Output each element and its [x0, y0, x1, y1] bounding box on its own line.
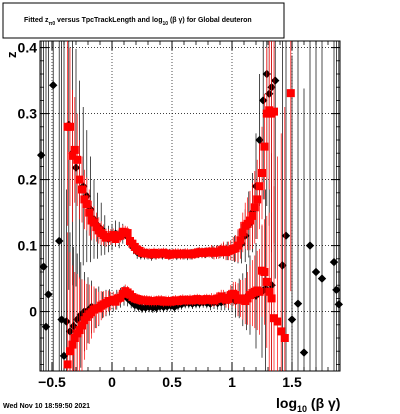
data-point: [255, 182, 264, 191]
y-axis-label: z: [4, 51, 19, 58]
title-sub-1: π0: [49, 21, 56, 27]
data-point: [334, 300, 343, 309]
data-point: [62, 317, 71, 326]
data-point: [66, 122, 74, 131]
data-point: [90, 218, 98, 227]
data-point: [248, 211, 257, 220]
data-point: [78, 321, 86, 330]
data-point: [70, 145, 79, 154]
data-point: [258, 169, 266, 177]
data-point: [55, 236, 64, 246]
data-series: [37, 41, 343, 371]
data-point: [262, 277, 271, 286]
data-point: [246, 216, 254, 225]
axes: −0.5 0 0.5 1 1.5 0 0.1 0.2 0.3 0.4: [18, 40, 341, 390]
data-point: [281, 231, 291, 240]
data-point: [293, 299, 303, 308]
title-box: [2, 2, 285, 39]
title-prefix: Fitted z: [24, 17, 49, 24]
xlabel-sub: 10: [297, 404, 307, 414]
data-point: [75, 326, 84, 335]
data-point: [238, 228, 247, 237]
data-point: [41, 322, 51, 331]
x-tick-label: −0.5: [38, 374, 66, 390]
x-tick-label: 1.5: [282, 374, 302, 390]
series-group-2: [63, 41, 295, 371]
y-tick-label: 0.3: [18, 106, 38, 122]
data-point: [278, 261, 287, 270]
x-axis-label: log10 (β γ): [276, 395, 340, 414]
title-suffix: (β γ) for Global deuteron: [168, 17, 252, 24]
data-point: [317, 274, 327, 283]
data-point: [123, 229, 132, 238]
data-point: [69, 321, 78, 331]
data-point: [267, 294, 276, 303]
y-tick-label: 0.4: [18, 40, 38, 56]
data-point: [280, 334, 289, 342]
data-point: [311, 267, 321, 277]
data-point: [66, 347, 74, 356]
data-point: [44, 290, 53, 299]
x-tick-label: 0: [108, 374, 116, 390]
data-point: [299, 348, 309, 357]
data-point: [57, 315, 66, 324]
data-point: [234, 241, 242, 250]
data-point: [68, 151, 77, 160]
data-point: [273, 317, 282, 326]
data-point: [71, 163, 81, 172]
footer-timestamp: Wed Nov 10 18:59:50 2021: [3, 403, 90, 410]
data-point: [287, 315, 297, 324]
xlabel-main: log: [276, 395, 297, 411]
chart-title: Fitted zπ0 versus TpcTrackLength and log…: [24, 17, 252, 27]
data-point: [260, 268, 269, 276]
data-point: [332, 285, 341, 295]
data-point: [260, 142, 269, 151]
data-point: [255, 287, 264, 296]
data-point: [265, 287, 274, 296]
title-mid: versus TpcTrackLength and log: [55, 17, 162, 24]
data-point: [85, 208, 94, 217]
x-tick-label: 0.5: [162, 374, 182, 390]
title-sub-2: 10: [162, 21, 168, 27]
data-point: [329, 257, 339, 267]
data-point: [270, 107, 278, 116]
data-point: [271, 76, 280, 85]
data-point: [39, 262, 48, 271]
data-point: [73, 155, 82, 164]
data-point: [78, 185, 86, 194]
xlabel-rest: (β γ): [307, 395, 340, 411]
data-point: [231, 291, 240, 300]
data-point: [259, 96, 268, 105]
data-point: [49, 81, 58, 90]
x-tick-label: 1: [228, 374, 236, 390]
data-point: [82, 200, 91, 209]
data-point: [68, 340, 77, 349]
data-point: [80, 195, 89, 204]
data-point: [63, 360, 72, 369]
data-point: [250, 203, 259, 212]
data-point: [305, 241, 315, 250]
data-point: [236, 236, 245, 245]
data-point: [70, 334, 79, 342]
y-tick-label: 0.1: [18, 238, 38, 254]
y-tick-label: 0: [29, 304, 37, 320]
data-point: [277, 327, 286, 336]
data-point: [286, 89, 295, 98]
data-point: [37, 150, 46, 160]
data-point: [75, 175, 84, 184]
y-tick-label: 0.2: [18, 172, 38, 188]
data-point: [253, 195, 262, 204]
